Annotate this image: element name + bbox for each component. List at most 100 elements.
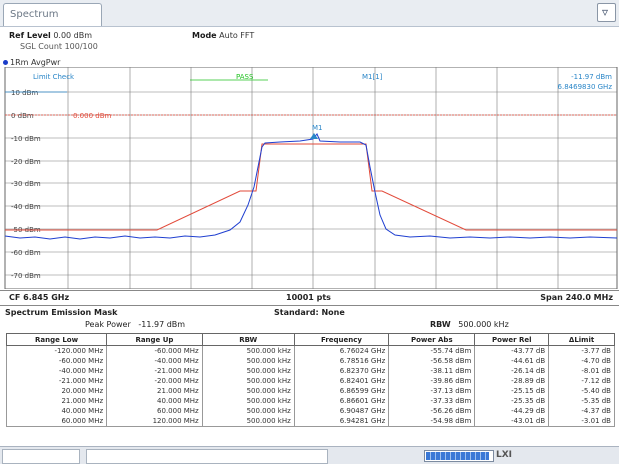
footer-field-left[interactable] bbox=[2, 449, 80, 464]
table-cell: -43.01 dB bbox=[474, 416, 550, 427]
rbw-value: 500.000 kHz bbox=[458, 320, 509, 329]
tab-bar: Spectrum ▿ bbox=[0, 0, 619, 27]
table-row: -60.000 MHz -40.000 MHz 500.000 kHz 6.78516… bbox=[5, 356, 615, 366]
footer-field-main[interactable] bbox=[86, 449, 328, 464]
trace-line bbox=[4, 133, 618, 240]
measurement-progress-bar bbox=[424, 450, 494, 462]
measurement-header: Ref Level 0.00 dBm SGL Count 100/100 Mod… bbox=[0, 27, 619, 57]
table-cell: 6.76024 GHz bbox=[293, 345, 390, 356]
spectrum-plot[interactable]: 10 dBm 0 dBm -10 dBm -20 dBm -30 dBm -40… bbox=[0, 66, 619, 290]
table-cell: 6.78516 GHz bbox=[293, 356, 390, 366]
table-cell: 6.86599 GHz bbox=[293, 386, 390, 396]
progress-fill bbox=[426, 452, 489, 460]
peak-power-value: -11.97 dBm bbox=[138, 320, 186, 329]
y-tick-label: -30 dBm bbox=[11, 180, 41, 188]
trace-dot-icon bbox=[3, 60, 8, 65]
table-cell: 6.82401 GHz bbox=[293, 376, 390, 386]
ref-level-label: Ref Level bbox=[9, 31, 51, 40]
trace-label: 1Rm AvgPwr bbox=[3, 58, 60, 67]
sem-table: Range Low Range Up RBW Frequency Power A… bbox=[5, 333, 615, 427]
marker-m1[interactable]: M1 bbox=[310, 124, 323, 139]
table-cell: -44.29 dB bbox=[474, 406, 550, 416]
table-cell: -4.70 dB bbox=[548, 356, 615, 366]
table-cell: 21.000 MHz bbox=[106, 386, 203, 396]
y-tick-label: 10 dBm bbox=[11, 89, 38, 97]
trace-label-text: 1Rm AvgPwr bbox=[10, 58, 61, 67]
table-cell: -25.35 dB bbox=[474, 396, 550, 406]
marker-label: M1[1] bbox=[362, 73, 383, 81]
table-cell: -40.000 MHz bbox=[5, 366, 108, 376]
table-cell: -3.77 dB bbox=[548, 345, 615, 356]
table-cell: -28.89 dB bbox=[474, 376, 550, 386]
table-cell: -37.13 dBm bbox=[388, 386, 476, 396]
table-cell: -54.98 dBm bbox=[388, 416, 476, 427]
marker-frequency: 6.8469830 GHz bbox=[558, 83, 613, 91]
column-header: ΔLimit bbox=[548, 333, 615, 346]
table-cell: -25.15 dB bbox=[474, 386, 550, 396]
table-cell: 500.000 kHz bbox=[201, 406, 295, 416]
limit-check-value: PASS bbox=[236, 73, 254, 81]
marker-m1-icon bbox=[310, 133, 318, 139]
tab-spectrum[interactable]: Spectrum bbox=[3, 3, 102, 26]
table-row: 21.000 MHz 40.000 MHz 500.000 kHz 6.86601 G… bbox=[5, 396, 615, 406]
table-cell: -3.01 dB bbox=[548, 416, 615, 427]
table-row: 40.000 MHz 60.000 MHz 500.000 kHz 6.90487 G… bbox=[5, 406, 615, 416]
table-cell: 500.000 kHz bbox=[201, 396, 295, 406]
table-cell: 6.94281 GHz bbox=[293, 416, 390, 427]
sem-standard: Standard: None bbox=[274, 308, 345, 317]
table-cell: -7.12 dB bbox=[548, 376, 615, 386]
table-row: -120.000 MHz -60.000 MHz 500.000 kHz 6.7602… bbox=[5, 345, 615, 356]
menu-icon: ▿ bbox=[602, 5, 609, 19]
y-tick-label: -10 dBm bbox=[11, 135, 41, 143]
tab-label: Spectrum bbox=[10, 9, 59, 20]
mode-label: Mode bbox=[192, 31, 217, 40]
column-header: Power Rel bbox=[474, 333, 550, 346]
column-header: Frequency bbox=[293, 333, 390, 346]
table-cell: 500.000 kHz bbox=[201, 356, 295, 366]
table-cell: 500.000 kHz bbox=[201, 376, 295, 386]
table-cell: 60.000 MHz bbox=[106, 406, 203, 416]
table-cell: 20.000 MHz bbox=[5, 386, 108, 396]
table-row: -21.000 MHz -20.000 MHz 500.000 kHz 6.82401… bbox=[5, 376, 615, 386]
table-cell: 120.000 MHz bbox=[106, 416, 203, 427]
table-cell: -26.14 dB bbox=[474, 366, 550, 376]
table-header: Range Low Range Up RBW Frequency Power A… bbox=[5, 333, 615, 346]
plot-frame bbox=[4, 66, 618, 290]
table-cell: -39.86 dBm bbox=[388, 376, 476, 386]
sem-results: Spectrum Emission Mask Standard: None Pe… bbox=[0, 306, 619, 444]
table-cell: -60.000 MHz bbox=[106, 345, 203, 356]
table-cell: 6.82370 GHz bbox=[293, 366, 390, 376]
reference-line-label: 0.000 dBm bbox=[73, 112, 112, 120]
table-cell: 21.000 MHz bbox=[5, 396, 108, 406]
table-cell: 6.86601 GHz bbox=[293, 396, 390, 406]
table-cell: -21.000 MHz bbox=[106, 366, 203, 376]
table-row: 20.000 MHz 21.000 MHz 500.000 kHz 6.86599 G… bbox=[5, 386, 615, 396]
table-cell: -40.000 MHz bbox=[106, 356, 203, 366]
column-header: RBW bbox=[201, 333, 295, 346]
column-header: Range Up bbox=[106, 333, 203, 346]
rbw-label: RBW bbox=[430, 320, 451, 329]
table-cell: -56.26 dBm bbox=[388, 406, 476, 416]
table-cell: 6.90487 GHz bbox=[293, 406, 390, 416]
sweep-points: 10001 pts bbox=[286, 293, 331, 302]
span: Span 240.0 MHz bbox=[540, 293, 613, 302]
table-row: 60.000 MHz 120.000 MHz 500.000 kHz 6.94281 … bbox=[5, 416, 615, 427]
y-tick-label: -60 dBm bbox=[11, 249, 41, 257]
peak-power-label: Peak Power bbox=[85, 320, 131, 329]
sgl-count: SGL Count 100/100 bbox=[20, 42, 98, 51]
marker-m1-label: M1 bbox=[312, 124, 323, 132]
footer-bar: LXI bbox=[0, 446, 619, 464]
table-cell: 500.000 kHz bbox=[201, 345, 295, 356]
marker-value: -11.97 dBm bbox=[571, 73, 612, 81]
table-cell: -21.000 MHz bbox=[5, 376, 108, 386]
table-cell: -55.74 dBm bbox=[388, 345, 476, 356]
spectrum-svg: 10 dBm 0 dBm -10 dBm -20 dBm -30 dBm -40… bbox=[4, 66, 618, 290]
limit-line bbox=[5, 143, 617, 231]
table-cell: 40.000 MHz bbox=[106, 396, 203, 406]
table-cell: 500.000 kHz bbox=[201, 416, 295, 427]
table-cell: 500.000 kHz bbox=[201, 366, 295, 376]
table-cell: -37.33 dBm bbox=[388, 396, 476, 406]
table-cell: -4.37 dB bbox=[548, 406, 615, 416]
menu-button[interactable]: ▿ bbox=[597, 3, 616, 22]
table-cell: -8.01 dB bbox=[548, 366, 615, 376]
